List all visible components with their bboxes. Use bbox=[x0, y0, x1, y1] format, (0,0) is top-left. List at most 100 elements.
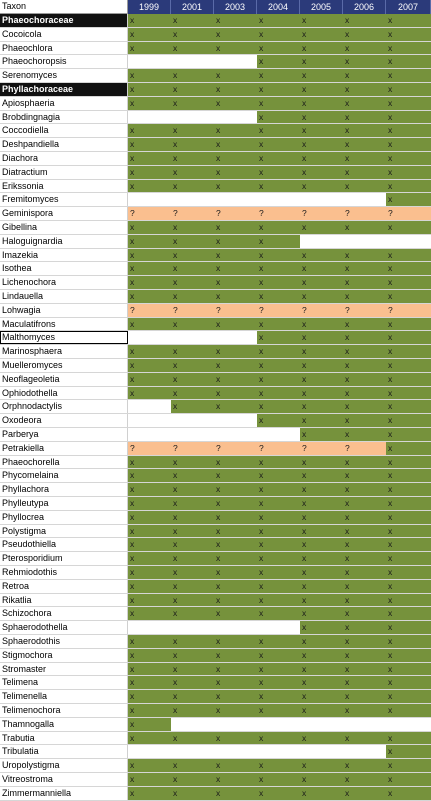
year-cell-2004[interactable]: x bbox=[257, 317, 300, 331]
year-cell-2001[interactable]: x bbox=[171, 676, 214, 690]
year-cell-2007[interactable]: x bbox=[386, 110, 431, 124]
year-cell-2005[interactable]: x bbox=[300, 165, 343, 179]
taxon-name-cell[interactable]: Ophiodothella bbox=[0, 386, 128, 400]
year-header-2001[interactable]: 2001 bbox=[171, 0, 214, 14]
year-cell-2006[interactable]: x bbox=[343, 414, 386, 427]
taxon-name-cell[interactable]: Geminispora bbox=[0, 207, 128, 220]
year-cell-2006[interactable]: x bbox=[343, 55, 386, 69]
year-cell-2001[interactable]: x bbox=[171, 635, 214, 648]
year-cell-2007[interactable]: x bbox=[386, 138, 431, 151]
taxon-name-cell[interactable]: Phyllachora bbox=[0, 483, 128, 496]
year-cell-2003[interactable]: x bbox=[214, 14, 257, 27]
year-cell-2003[interactable]: x bbox=[214, 262, 257, 276]
year-cell-2005[interactable] bbox=[300, 234, 343, 248]
year-cell-2003[interactable]: x bbox=[214, 538, 257, 552]
year-cell-2006[interactable]: x bbox=[343, 566, 386, 579]
year-cell-2004[interactable]: x bbox=[257, 331, 300, 345]
taxon-name-cell[interactable]: Serenomyces bbox=[0, 69, 128, 82]
year-cell-2007[interactable]: x bbox=[386, 262, 431, 276]
year-cell-2005[interactable]: ? bbox=[300, 207, 343, 220]
taxon-name-cell[interactable]: Schizochora bbox=[0, 607, 128, 621]
year-cell-2006[interactable]: x bbox=[343, 41, 386, 55]
year-cell-2006[interactable]: x bbox=[343, 731, 386, 745]
year-cell-2004[interactable] bbox=[257, 193, 300, 207]
year-cell-1999[interactable]: x bbox=[128, 152, 171, 165]
year-cell-2004[interactable]: x bbox=[257, 552, 300, 565]
year-cell-2001[interactable]: x bbox=[171, 400, 214, 414]
year-cell-2003[interactable]: x bbox=[214, 704, 257, 717]
year-cell-2001[interactable]: x bbox=[171, 510, 214, 524]
year-cell-2006[interactable]: x bbox=[343, 704, 386, 717]
year-cell-2001[interactable]: x bbox=[171, 786, 214, 800]
year-cell-2001[interactable]: x bbox=[171, 455, 214, 469]
year-cell-2006[interactable]: x bbox=[343, 69, 386, 82]
year-cell-2007[interactable]: x bbox=[386, 221, 431, 234]
year-cell-2005[interactable]: x bbox=[300, 221, 343, 234]
year-cell-2001[interactable]: x bbox=[171, 690, 214, 703]
taxon-name-cell[interactable]: Pterosporidium bbox=[0, 552, 128, 565]
taxon-name-cell[interactable]: Cocoicola bbox=[0, 27, 128, 41]
year-cell-2007[interactable]: x bbox=[386, 745, 431, 759]
taxon-name-cell[interactable]: Coccodiella bbox=[0, 124, 128, 138]
year-cell-2001[interactable]: x bbox=[171, 69, 214, 82]
year-cell-2007[interactable]: x bbox=[386, 510, 431, 524]
year-cell-2001[interactable] bbox=[171, 745, 214, 759]
year-cell-2006[interactable]: x bbox=[343, 386, 386, 400]
year-cell-2006[interactable]: x bbox=[343, 179, 386, 193]
year-cell-2005[interactable]: x bbox=[300, 538, 343, 552]
year-cell-2006[interactable]: x bbox=[343, 290, 386, 303]
year-cell-2006[interactable] bbox=[343, 717, 386, 731]
year-cell-2005[interactable]: x bbox=[300, 621, 343, 634]
year-cell-2003[interactable] bbox=[214, 331, 257, 345]
year-cell-2001[interactable]: ? bbox=[171, 207, 214, 220]
year-cell-2001[interactable]: x bbox=[171, 290, 214, 303]
year-cell-2004[interactable]: x bbox=[257, 662, 300, 676]
year-cell-2006[interactable]: x bbox=[343, 152, 386, 165]
year-cell-2003[interactable]: x bbox=[214, 345, 257, 358]
year-cell-2001[interactable]: x bbox=[171, 497, 214, 510]
year-cell-1999[interactable]: x bbox=[128, 704, 171, 717]
year-cell-2004[interactable]: x bbox=[257, 96, 300, 110]
taxon-name-cell[interactable]: Rehmiodothis bbox=[0, 566, 128, 579]
year-cell-2007[interactable]: x bbox=[386, 345, 431, 358]
year-cell-2001[interactable] bbox=[171, 428, 214, 441]
year-cell-1999[interactable]: x bbox=[128, 483, 171, 496]
year-cell-2006[interactable]: ? bbox=[343, 441, 386, 455]
year-cell-2004[interactable]: x bbox=[257, 607, 300, 621]
year-cell-2007[interactable]: x bbox=[386, 331, 431, 345]
year-cell-2001[interactable]: x bbox=[171, 648, 214, 662]
year-cell-2007[interactable]: x bbox=[386, 290, 431, 303]
year-cell-2005[interactable]: x bbox=[300, 248, 343, 262]
year-cell-2007[interactable]: x bbox=[386, 786, 431, 800]
year-cell-2004[interactable]: x bbox=[257, 414, 300, 427]
year-cell-2003[interactable]: x bbox=[214, 469, 257, 483]
year-cell-2007[interactable]: x bbox=[386, 607, 431, 621]
year-cell-2007[interactable]: x bbox=[386, 317, 431, 331]
year-cell-1999[interactable]: x bbox=[128, 759, 171, 772]
year-cell-2001[interactable]: x bbox=[171, 759, 214, 772]
year-cell-2006[interactable]: x bbox=[343, 786, 386, 800]
year-cell-1999[interactable]: x bbox=[128, 359, 171, 372]
year-cell-2003[interactable]: x bbox=[214, 690, 257, 703]
year-cell-2007[interactable]: x bbox=[386, 248, 431, 262]
year-cell-2005[interactable]: x bbox=[300, 152, 343, 165]
year-cell-1999[interactable]: x bbox=[128, 124, 171, 138]
year-cell-2001[interactable]: x bbox=[171, 386, 214, 400]
year-cell-2006[interactable]: x bbox=[343, 359, 386, 372]
year-cell-2005[interactable]: x bbox=[300, 497, 343, 510]
year-cell-2005[interactable]: x bbox=[300, 400, 343, 414]
year-cell-2005[interactable] bbox=[300, 193, 343, 207]
year-cell-2005[interactable]: x bbox=[300, 704, 343, 717]
year-cell-2001[interactable]: x bbox=[171, 704, 214, 717]
year-cell-2004[interactable]: x bbox=[257, 566, 300, 579]
year-cell-2005[interactable]: x bbox=[300, 483, 343, 496]
year-cell-2007[interactable]: x bbox=[386, 593, 431, 607]
year-cell-2007[interactable]: ? bbox=[386, 303, 431, 317]
year-cell-2004[interactable]: x bbox=[257, 234, 300, 248]
taxon-name-cell[interactable]: Parberya bbox=[0, 428, 128, 441]
year-cell-1999[interactable]: x bbox=[128, 179, 171, 193]
year-cell-2006[interactable]: x bbox=[343, 773, 386, 786]
year-cell-2003[interactable] bbox=[214, 193, 257, 207]
taxon-name-cell[interactable]: Zimmermanniella bbox=[0, 786, 128, 800]
year-cell-2001[interactable]: x bbox=[171, 248, 214, 262]
